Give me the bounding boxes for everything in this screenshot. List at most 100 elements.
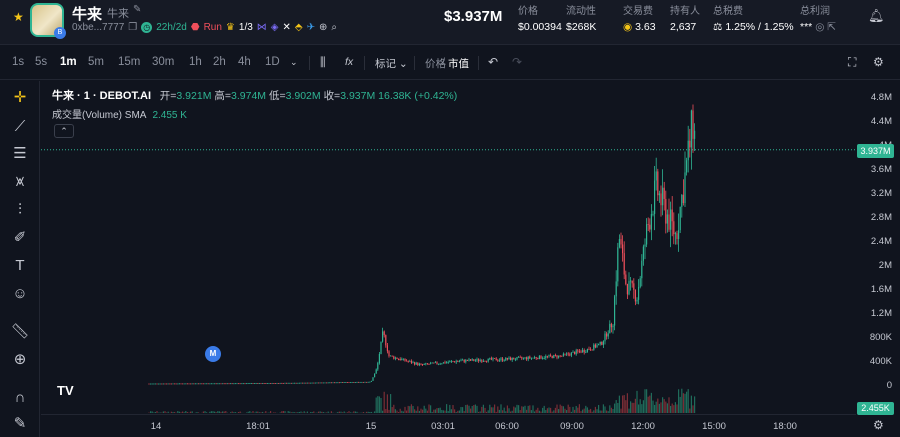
volume-bar <box>513 406 515 413</box>
share-icon[interactable]: ⇱ <box>827 21 837 33</box>
lock-drawing-icon[interactable]: ✎ <box>13 415 27 432</box>
candle-body <box>442 362 444 364</box>
candle-body <box>439 363 441 365</box>
volume-bar <box>663 399 665 413</box>
price-chart[interactable] <box>41 81 856 414</box>
brush-icon[interactable]: ✐ <box>13 229 27 246</box>
crosshair-icon[interactable]: ✛ <box>13 89 27 106</box>
candle-body <box>622 244 624 254</box>
mc-toggle[interactable]: 市值 <box>448 58 469 70</box>
volume-bar <box>546 408 548 413</box>
volume-bar <box>370 411 372 413</box>
candle-body <box>222 383 224 385</box>
horizontal-lines-icon[interactable]: ☰ <box>13 145 27 162</box>
edit-icon[interactable]: ✎ <box>133 4 142 15</box>
volume-bar <box>577 407 579 413</box>
candle-body <box>335 382 337 384</box>
candle-body <box>364 381 366 383</box>
volume-bar <box>681 388 683 413</box>
volume-bar <box>473 405 475 413</box>
candle-type-icon[interactable]: ⫼ <box>320 55 326 69</box>
settings-gear-icon[interactable]: ⚙ <box>873 55 884 69</box>
timeframe-5m[interactable]: 5m <box>88 56 104 68</box>
candle-body <box>398 358 400 360</box>
price-toggle[interactable]: 价格 <box>425 58 446 70</box>
redo-icon[interactable]: ↷ <box>512 55 523 69</box>
eye-icon[interactable]: ◎ <box>815 21 825 33</box>
candle-body <box>161 383 163 385</box>
search-icon[interactable]: ⌕ <box>331 22 337 33</box>
candle-body <box>167 383 169 385</box>
timeframe-1d[interactable]: 1D <box>265 56 280 68</box>
mark-dropdown-button[interactable]: 标记 ⌄ <box>375 58 408 70</box>
volume-bar <box>666 403 668 413</box>
timeframe-1h[interactable]: 1h <box>189 56 202 68</box>
chain-link-icon[interactable]: ◈ <box>270 22 279 33</box>
candle-body <box>186 383 188 385</box>
volume-bar <box>281 411 283 413</box>
candle-body <box>354 382 356 383</box>
holders-ratio: 1/3 <box>238 22 253 33</box>
price-axis[interactable]: 4.8M4.4M4M3.6M3.2M2.8M2.4M2M1.6M1.2M800K… <box>856 81 900 437</box>
timeframe-dropdown-icon[interactable]: ⌄ <box>290 57 298 67</box>
volume-bar <box>594 406 596 413</box>
fib-icon[interactable]: ⫶ <box>18 201 22 218</box>
candle-body <box>356 381 358 383</box>
legend-change: 16.38K (+0.42%) <box>378 90 458 102</box>
volume-bar <box>574 409 576 413</box>
emoji-icon[interactable]: ☺ <box>12 285 28 302</box>
legend-close-value: 3.937M <box>340 90 376 102</box>
copy-icon[interactable]: ❐ <box>128 22 138 33</box>
x-twitter-icon[interactable]: ✕ <box>282 22 291 33</box>
candle-body <box>148 383 150 385</box>
volume-bar <box>159 412 161 413</box>
text-tool-icon[interactable]: T <box>15 257 25 274</box>
timeframe-5s[interactable]: 5s <box>35 56 48 68</box>
candle-body <box>679 206 681 231</box>
volume-bar <box>343 411 345 413</box>
volume-bar <box>382 410 384 413</box>
volume-bar <box>255 411 257 413</box>
collapse-legend-button[interactable]: ⌃ <box>54 124 74 138</box>
volume-bar <box>294 412 296 413</box>
timeframe-1m[interactable]: 1m <box>60 56 77 68</box>
zoom-in-icon[interactable]: ⊕ <box>13 351 27 368</box>
volume-bar <box>654 404 656 413</box>
favorite-star-icon[interactable]: ★ <box>13 10 24 24</box>
pattern-icon[interactable]: ⩙ <box>15 173 25 190</box>
candle-body <box>346 382 348 383</box>
timeframe-30m[interactable]: 30m <box>152 56 175 68</box>
magnet-icon[interactable]: ∩ <box>14 389 26 406</box>
indicators-button[interactable]: fx <box>345 56 354 68</box>
undo-icon[interactable]: ↶ <box>488 55 499 69</box>
volume-bar <box>514 407 516 413</box>
telegram-icon[interactable]: ✈ <box>306 22 315 33</box>
candle-body <box>511 357 513 361</box>
timeframe-2h[interactable]: 2h <box>213 56 226 68</box>
volume-bar <box>498 409 500 413</box>
axis-settings-icon[interactable]: ⚙ <box>873 418 884 432</box>
timeframe-15m[interactable]: 15m <box>118 56 141 68</box>
timeframe-4h[interactable]: 4h <box>238 56 251 68</box>
candle-body <box>194 383 196 385</box>
exchange-link-icon[interactable]: ⬘ <box>294 22 303 33</box>
ruler-icon[interactable]: 📏︎ <box>10 323 30 340</box>
candle-body <box>294 382 296 384</box>
candle-body <box>522 357 524 359</box>
volume-bar <box>671 403 673 413</box>
trend-line-icon[interactable]: ⟋ <box>14 118 26 135</box>
volume-bar <box>354 411 356 413</box>
fullscreen-icon[interactable]: ⛶ <box>848 55 857 69</box>
volume-bar <box>673 405 675 413</box>
alert-bell-icon[interactable]: 🔔︎ <box>868 8 885 23</box>
token-name: 牛来 <box>72 6 103 23</box>
event-marker[interactable]: M <box>205 346 221 362</box>
volume-bar <box>585 405 587 413</box>
volume-bar <box>428 404 430 413</box>
time-axis[interactable]: 14 18:01 15 03:01 06:00 09:00 12:00 15:00 18:00 <box>41 414 856 437</box>
timeframe-1s[interactable]: 1s <box>12 56 25 68</box>
social-link-icon[interactable]: ⋈ <box>256 22 267 33</box>
website-icon[interactable]: ⊕ <box>318 22 328 33</box>
run-icon: ⬣ <box>190 22 200 33</box>
volume-bar <box>196 412 198 413</box>
